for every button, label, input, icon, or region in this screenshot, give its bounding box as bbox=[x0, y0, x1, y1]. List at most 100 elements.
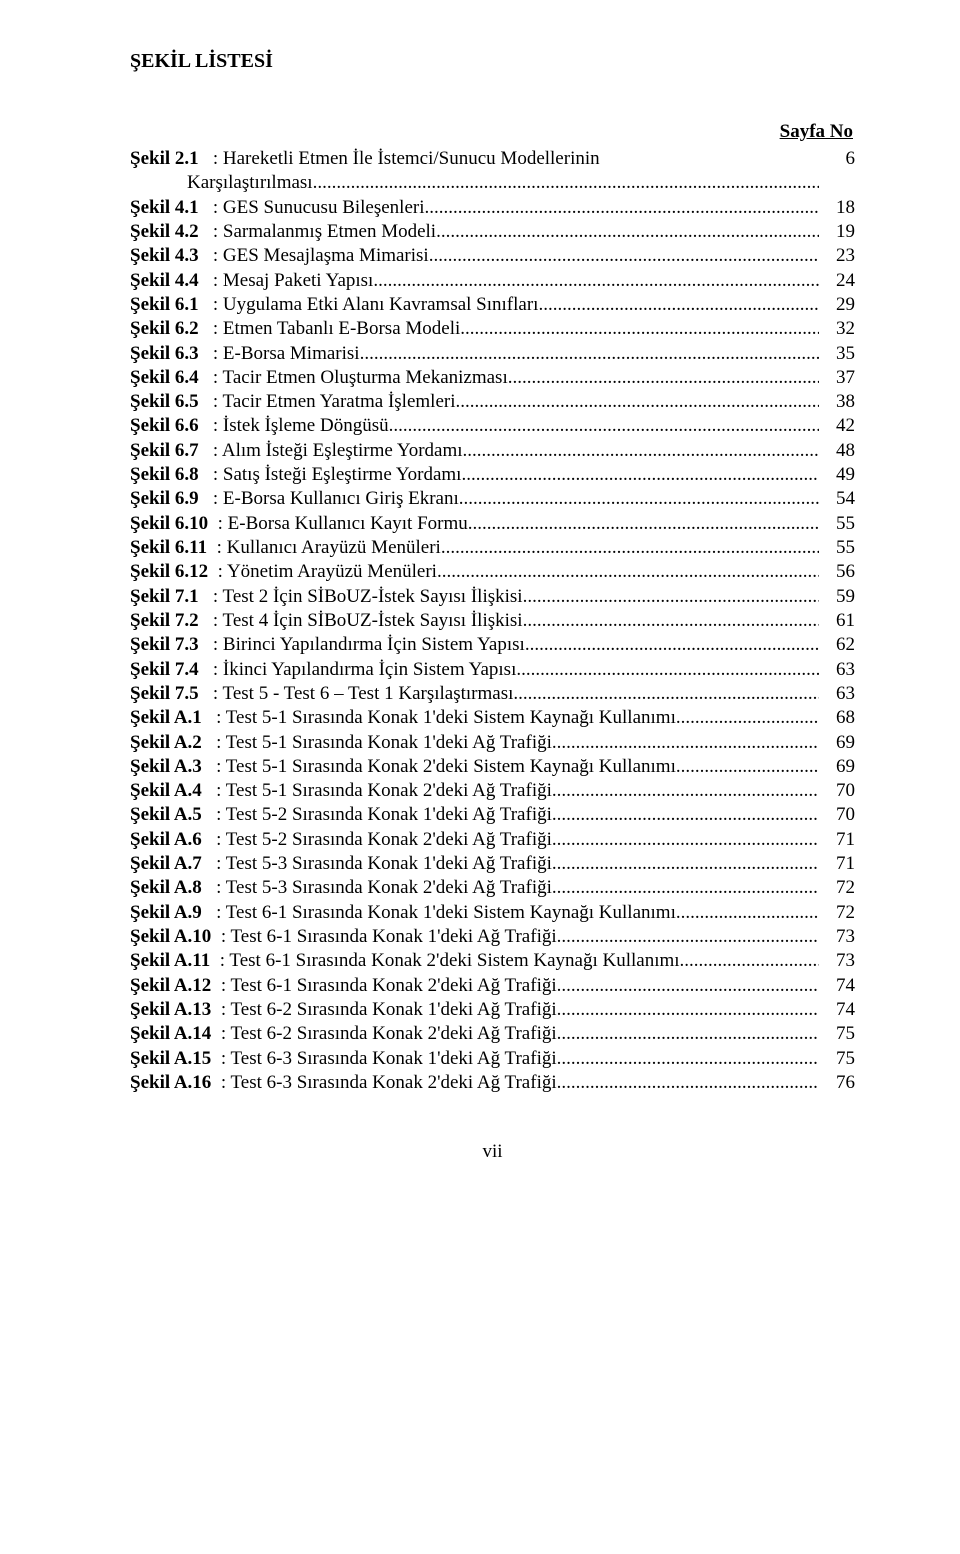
toc-leader: ........................................… bbox=[429, 244, 819, 268]
toc-entry: Şekil 4.4 : Mesaj Paketi Yapısı.........… bbox=[130, 269, 855, 293]
page-footer-number: vii bbox=[130, 1141, 855, 1163]
toc-entry: Şekil 7.1 : Test 2 İçin SİBoUZ-İstek Say… bbox=[130, 585, 855, 609]
toc-entry: Şekil 6.2 : Etmen Tabanlı E-Borsa Modeli… bbox=[130, 317, 855, 341]
toc-entry: Şekil A.9 : Test 6-1 Sırasında Konak 1'd… bbox=[130, 901, 855, 925]
toc-entry-description: : Test 5-1 Sırasında Konak 1'deki Sistem… bbox=[207, 706, 676, 730]
toc-leader: ........................................… bbox=[456, 390, 820, 414]
toc-leader: ........................................… bbox=[557, 1022, 819, 1046]
toc-entry: Şekil A.14 : Test 6-2 Sırasında Konak 2'… bbox=[130, 1022, 855, 1046]
toc-leader: ........................................… bbox=[680, 949, 819, 973]
toc-entry: Şekil A.2 : Test 5-1 Sırasında Konak 1'd… bbox=[130, 731, 855, 755]
toc-entry: Şekil A.15 : Test 6-3 Sırasında Konak 1'… bbox=[130, 1047, 855, 1071]
toc-entry-page: 54 bbox=[819, 487, 855, 511]
toc-entry-label: Şekil A.15 bbox=[130, 1047, 211, 1071]
toc-entry: Şekil 7.4 : İkinci Yapılandırma İçin Sis… bbox=[130, 658, 855, 682]
toc-entry-description: : GES Mesajlaşma Mimarisi bbox=[203, 244, 428, 268]
toc-entry: Şekil 4.3 : GES Mesajlaşma Mimarisi.....… bbox=[130, 244, 855, 268]
toc-entry-page: 75 bbox=[819, 1022, 855, 1046]
toc-entry-page: 35 bbox=[819, 342, 855, 366]
toc-entry-label: Şekil 4.4 bbox=[130, 269, 203, 293]
toc-indent bbox=[130, 171, 187, 195]
toc-entry: Şekil 7.3 : Birinci Yapılandırma İçin Si… bbox=[130, 633, 855, 657]
toc-entry-description: : Birinci Yapılandırma İçin Sistem Yapıs… bbox=[203, 633, 524, 657]
toc-leader: ........................................… bbox=[552, 779, 819, 803]
toc-entry-page: 69 bbox=[819, 755, 855, 779]
toc-entry-page: 70 bbox=[819, 779, 855, 803]
toc-entry-description: : Test 5-3 Sırasında Konak 1'deki Ağ Tra… bbox=[207, 852, 552, 876]
toc-entry-page: 19 bbox=[819, 220, 855, 244]
toc-leader: ........................................… bbox=[389, 414, 819, 438]
toc-entry-description: : Mesaj Paketi Yapısı bbox=[203, 269, 373, 293]
toc-leader: ........................................… bbox=[557, 1071, 819, 1095]
toc-leader: ........................................… bbox=[437, 560, 819, 584]
toc-entry-page: 56 bbox=[819, 560, 855, 584]
toc-leader: ........................................… bbox=[523, 585, 819, 609]
toc-entry-description: : Test 6-1 Sırasında Konak 1'deki Sistem… bbox=[207, 901, 676, 925]
toc-entry-label: Şekil A.9 bbox=[130, 901, 207, 925]
toc-entry-label: Şekil A.5 bbox=[130, 803, 207, 827]
toc-entry-label: Şekil A.1 bbox=[130, 706, 207, 730]
toc-leader: ........................................… bbox=[373, 269, 819, 293]
toc-entry: Şekil 6.4 : Tacir Etmen Oluşturma Mekani… bbox=[130, 366, 855, 390]
toc-entry-page: 42 bbox=[819, 414, 855, 438]
toc-leader: ........................................… bbox=[538, 293, 819, 317]
toc-entry: Şekil A.3 : Test 5-1 Sırasında Konak 2'd… bbox=[130, 755, 855, 779]
toc-leader: ........................................… bbox=[460, 317, 819, 341]
toc-entry-page: 18 bbox=[819, 196, 855, 220]
toc-leader: ........................................… bbox=[676, 706, 819, 730]
toc-leader: ........................................… bbox=[525, 633, 819, 657]
toc-entry-description: : Kullanıcı Arayüzü Menüleri bbox=[207, 536, 441, 560]
toc-entry-label: Şekil 7.1 bbox=[130, 585, 203, 609]
toc-entry-label: Şekil 6.9 bbox=[130, 487, 203, 511]
toc-entry: Şekil 7.5 : Test 5 - Test 6 – Test 1 Kar… bbox=[130, 682, 855, 706]
toc-entry: Şekil A.4 : Test 5-1 Sırasında Konak 2'd… bbox=[130, 779, 855, 803]
toc-entry-label: Şekil 6.11 bbox=[130, 536, 207, 560]
toc-entry-description: : Test 6-1 Sırasında Konak 1'deki Ağ Tra… bbox=[211, 925, 556, 949]
toc-entry-label: Şekil A.4 bbox=[130, 779, 207, 803]
toc-entry-description: : Test 6-3 Sırasında Konak 2'deki Ağ Tra… bbox=[211, 1071, 556, 1095]
page-title: ŞEKİL LİSTESİ bbox=[130, 50, 855, 73]
toc-entry-description: : Tacir Etmen Oluşturma Mekanizması bbox=[203, 366, 507, 390]
toc-leader: ........................................… bbox=[360, 342, 819, 366]
toc-entry: Şekil A.13 : Test 6-2 Sırasında Konak 1'… bbox=[130, 998, 855, 1022]
toc-entry-description: : Satış İsteği Eşleştirme Yordamı bbox=[203, 463, 461, 487]
toc-entry-description: : Test 6-1 Sırasında Konak 2'deki Ağ Tra… bbox=[211, 974, 556, 998]
toc-entry-label: Şekil A.7 bbox=[130, 852, 207, 876]
toc-entry-page: 61 bbox=[819, 609, 855, 633]
toc-entry-label: Şekil 7.2 bbox=[130, 609, 203, 633]
toc-entry-description: : Test 6-1 Sırasında Konak 2'deki Sistem… bbox=[210, 949, 679, 973]
toc-leader: ........................................… bbox=[425, 196, 819, 220]
list-of-figures: Şekil 2.1 : Hareketli Etmen İle İstemci/… bbox=[130, 147, 855, 1095]
toc-entry-label: Şekil A.12 bbox=[130, 974, 211, 998]
toc-leader: ........................................… bbox=[552, 731, 819, 755]
toc-entry: Şekil A.11 : Test 6-1 Sırasında Konak 2'… bbox=[130, 949, 855, 973]
toc-entry-page: 48 bbox=[819, 439, 855, 463]
toc-entry-label: Şekil 6.7 bbox=[130, 439, 203, 463]
toc-entry: Şekil A.12 : Test 6-1 Sırasında Konak 2'… bbox=[130, 974, 855, 998]
toc-entry-label: Şekil 4.1 bbox=[130, 196, 203, 220]
toc-entry-label: Şekil 6.10 bbox=[130, 512, 208, 536]
toc-leader: ........................................… bbox=[552, 828, 819, 852]
toc-entry: Şekil 6.10 : E-Borsa Kullanıcı Kayıt For… bbox=[130, 512, 855, 536]
toc-entry-label: Şekil A.10 bbox=[130, 925, 211, 949]
toc-entry-description: : Test 6-3 Sırasında Konak 1'deki Ağ Tra… bbox=[211, 1047, 556, 1071]
toc-entry-page: 71 bbox=[819, 828, 855, 852]
toc-entry-page: 32 bbox=[819, 317, 855, 341]
toc-entry-label: Şekil A.8 bbox=[130, 876, 207, 900]
toc-entry-description: : Test 5-1 Sırasında Konak 2'deki Sistem… bbox=[207, 755, 676, 779]
toc-entry-label: Şekil A.16 bbox=[130, 1071, 211, 1095]
toc-entry: Şekil A.1 : Test 5-1 Sırasında Konak 1'd… bbox=[130, 706, 855, 730]
toc-leader: ........................................… bbox=[523, 609, 819, 633]
toc-entry-description: Karşılaştırılması bbox=[187, 171, 313, 195]
toc-entry-label: Şekil A.14 bbox=[130, 1022, 211, 1046]
toc-entry-label: Şekil 7.3 bbox=[130, 633, 203, 657]
toc-entry-page: 76 bbox=[819, 1071, 855, 1095]
toc-entry: Şekil 6.6 : İstek İşleme Döngüsü........… bbox=[130, 414, 855, 438]
toc-entry-label: Şekil 6.12 bbox=[130, 560, 208, 584]
toc-entry-description: : Test 4 İçin SİBoUZ-İstek Sayısı İlişki… bbox=[203, 609, 522, 633]
toc-entry-page: 23 bbox=[819, 244, 855, 268]
toc-entry-page: 49 bbox=[819, 463, 855, 487]
toc-entry-description: : Alım İsteği Eşleştirme Yordamı bbox=[203, 439, 462, 463]
toc-entry-label: Şekil 6.6 bbox=[130, 414, 203, 438]
toc-entry-page: 74 bbox=[819, 974, 855, 998]
